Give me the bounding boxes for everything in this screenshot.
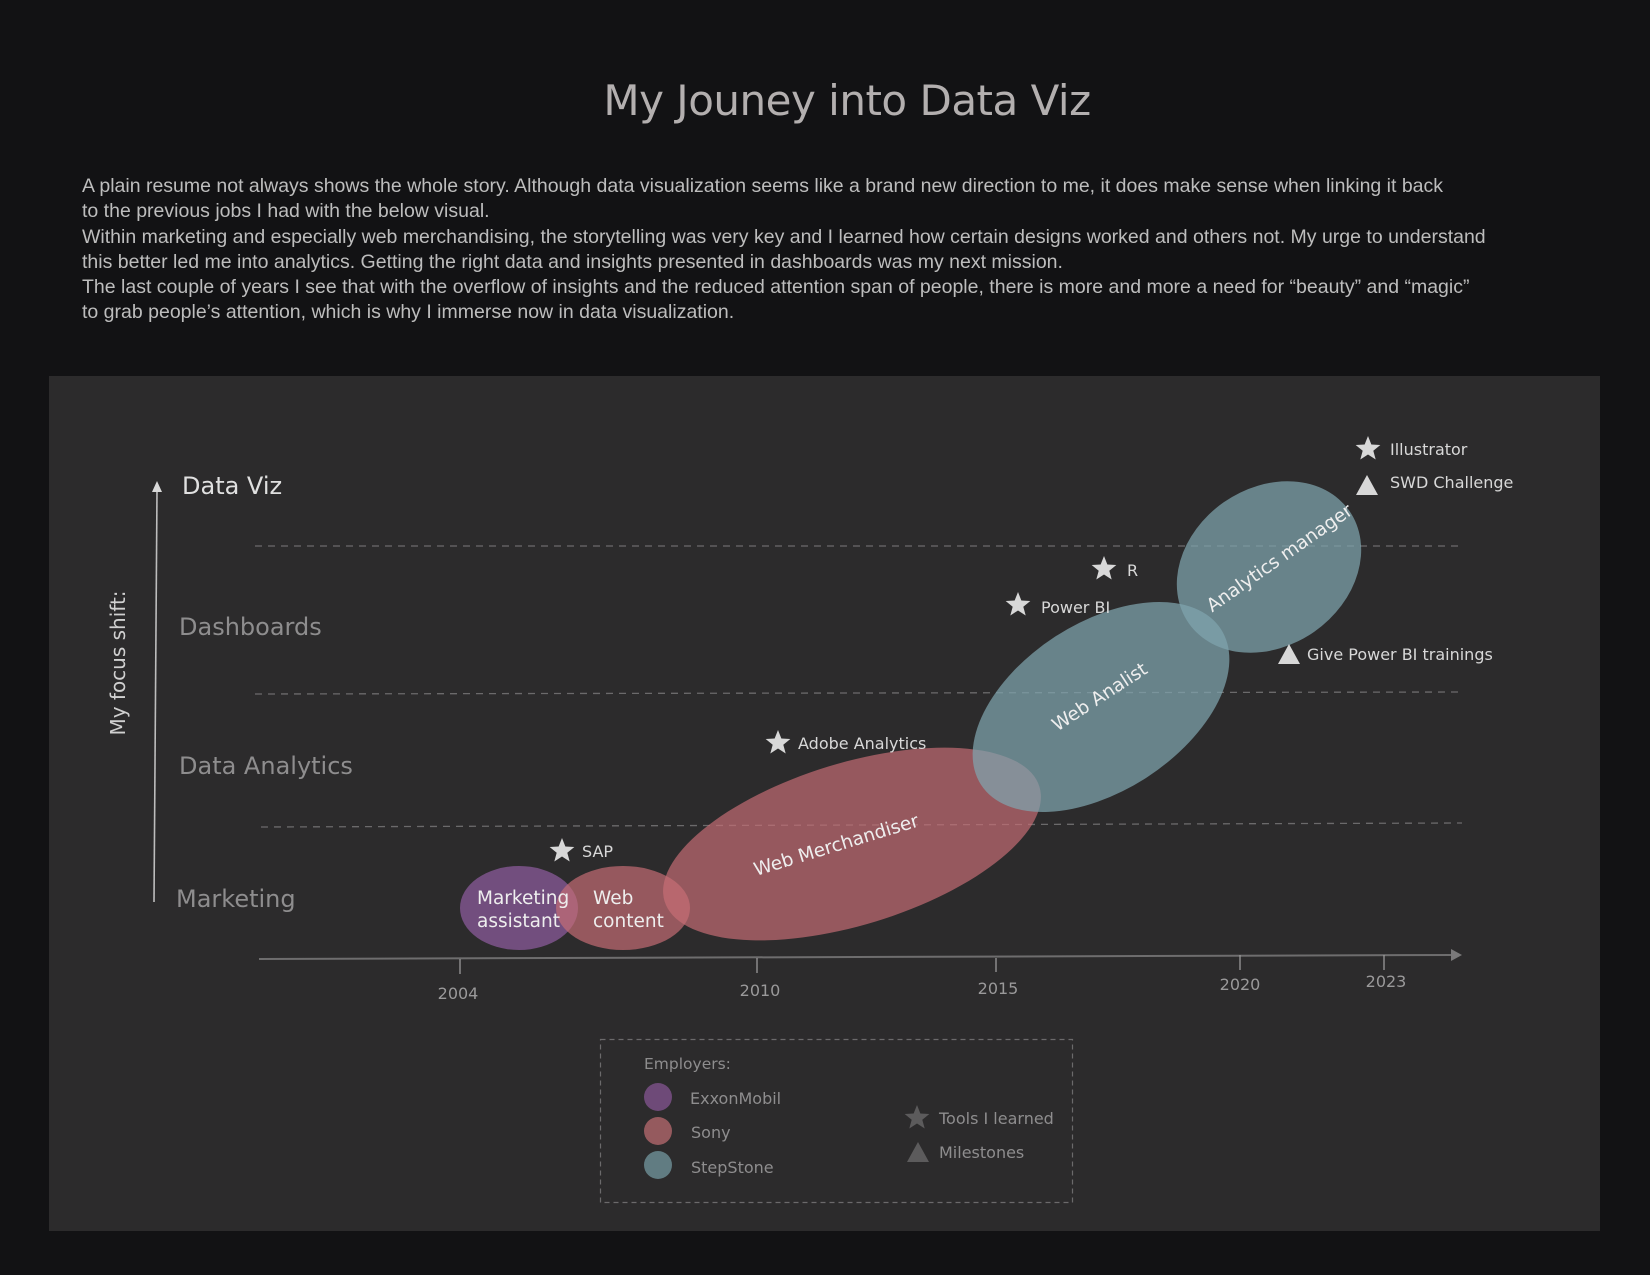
role-label-web-content-2: content [593, 911, 664, 932]
legend-swatch-sony [644, 1117, 672, 1145]
legend-triangle-icon [907, 1142, 929, 1162]
role-label-web-content-1: Web [593, 888, 633, 909]
tool-label-illustrator: Illustrator [1390, 440, 1468, 459]
role-web-merchandiser [663, 747, 1041, 941]
intro-line: The last couple of years I see that with… [82, 276, 1470, 299]
level-label-marketing: Marketing [176, 885, 296, 913]
role-label-marketing-assistant-2: assistant [477, 911, 560, 932]
tick-label-2015: 2015 [978, 979, 1019, 998]
role-analytics-manager [1176, 481, 1362, 653]
legend-label-milestones: Milestones [939, 1143, 1024, 1162]
y-axis-title: My focus shift: [106, 590, 130, 735]
legend-swatch-stepstone [644, 1151, 672, 1179]
level-label-dashboards: Dashboards [179, 613, 322, 641]
intro-line: this better led me into analytics. Getti… [82, 250, 1063, 273]
tick-label-2010: 2010 [740, 981, 781, 1000]
tick-label-2004: 2004 [438, 984, 479, 1003]
star-icon [1355, 436, 1381, 460]
tool-label-r: R [1127, 561, 1138, 580]
y-axis [153, 489, 158, 903]
triangle-icon [1356, 475, 1378, 495]
legend-label-tools: Tools I learned [938, 1109, 1054, 1128]
intro-line: Within marketing and especially web merc… [82, 225, 1486, 248]
y-axis-arrow-icon [152, 481, 162, 492]
tick-label-2020: 2020 [1220, 975, 1261, 994]
intro-text: A plain resume not always shows the whol… [82, 174, 1602, 326]
milestone-label-swd-challenge: SWD Challenge [1390, 473, 1513, 492]
role-label-marketing-assistant-1: Marketing [477, 888, 569, 909]
star-icon [1005, 592, 1031, 616]
level-label-dataviz: Data Viz [182, 472, 282, 500]
legend-swatch-exxonmobil [644, 1083, 672, 1111]
level-label-data-analytics: Data Analytics [179, 752, 353, 780]
legend-box [599, 1038, 1074, 1204]
triangle-icon [1278, 644, 1300, 664]
legend-employers-title: Employers: [644, 1055, 731, 1073]
tick-label-2023: 2023 [1366, 972, 1407, 991]
legend-label-exxonmobil: ExxonMobil [690, 1089, 781, 1108]
legend-label-sony: Sony [691, 1123, 731, 1142]
legend-label-stepstone: StepStone [691, 1158, 774, 1177]
tool-label-power-bi: Power BI [1041, 598, 1110, 617]
star-icon [765, 730, 791, 754]
x-axis [258, 954, 1453, 960]
star-icon [1091, 556, 1117, 580]
x-axis-arrow-icon [1451, 949, 1462, 961]
tool-label-adobe-analytics: Adobe Analytics [798, 734, 926, 753]
page-title: My Jouney into Data Viz [603, 76, 1091, 125]
role-web-analist [972, 601, 1230, 813]
legend-star-icon [904, 1105, 930, 1129]
intro-line: to the previous jobs I had with the belo… [82, 200, 490, 223]
role-web-content [556, 866, 690, 950]
role-marketing-assistant [460, 866, 578, 950]
intro-line: A plain resume not always shows the whol… [82, 175, 1444, 197]
milestone-label-power-bi-trainings: Give Power BI trainings [1307, 645, 1493, 664]
star-icon [549, 838, 575, 862]
tool-label-sap: SAP [582, 842, 613, 861]
intro-line: to grab people’s attention, which is why… [82, 301, 735, 324]
gridline-dashboards-analytics [254, 691, 1463, 695]
